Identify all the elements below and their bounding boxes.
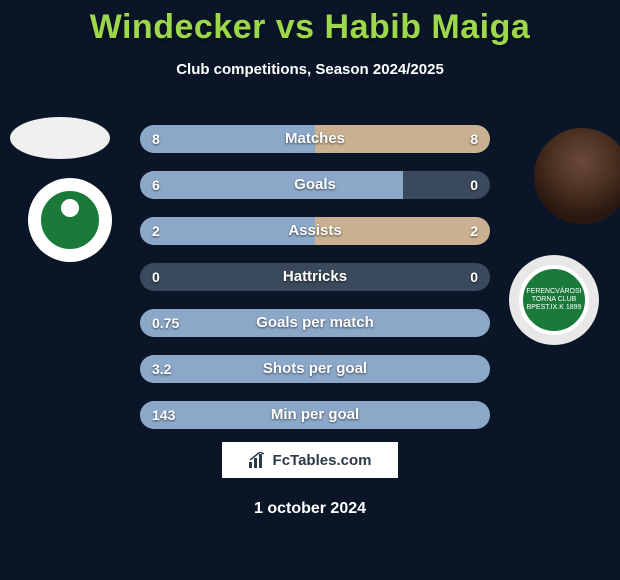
club-logo-left-inner <box>38 188 102 252</box>
stat-row: Hattricks0 0 <box>140 263 490 291</box>
stat-row: Matches8 8 <box>140 125 490 153</box>
stat-value-right: 2 <box>470 217 478 245</box>
club-logo-right: FERENCVÁROSI TORNA CLUB BPEST.IX.K 1899 <box>509 255 599 345</box>
club-logo-right-inner: FERENCVÁROSI TORNA CLUB BPEST.IX.K 1899 <box>519 265 589 335</box>
footer-brand: FcTables.com <box>222 442 398 478</box>
stat-value-left: 8 <box>152 125 160 153</box>
stat-value-left: 3.2 <box>152 355 171 383</box>
stat-value-left: 6 <box>152 171 160 199</box>
stat-label: Matches <box>140 125 490 153</box>
club-logo-right-text: FERENCVÁROSI TORNA CLUB BPEST.IX.K 1899 <box>523 288 585 311</box>
comparison-chart: Matches88Goals60Assists22Hattricks00Goal… <box>140 125 490 447</box>
stat-value-left: 2 <box>152 217 160 245</box>
stat-label: Goals per match <box>140 309 490 337</box>
stat-label: Min per goal <box>140 401 490 429</box>
subtitle: Club competitions, Season 2024/2025 <box>0 61 620 78</box>
stat-value-left: 0 <box>152 263 160 291</box>
stat-row: Goals6 0 <box>140 171 490 199</box>
stat-label: Shots per goal <box>140 355 490 383</box>
stat-label: Assists <box>140 217 490 245</box>
stat-row: Shots per goal3.2 <box>140 355 490 383</box>
stat-row: Goals per match0.75 <box>140 309 490 337</box>
stat-value-left: 143 <box>152 401 175 429</box>
stat-value-right: 8 <box>470 125 478 153</box>
stat-value-left: 0.75 <box>152 309 179 337</box>
stat-row: Assists2 2 <box>140 217 490 245</box>
stat-label: Hattricks <box>140 263 490 291</box>
stat-label: Goals <box>140 171 490 199</box>
footer-date: 1 october 2024 <box>0 500 620 518</box>
footer-brand-text: FcTables.com <box>273 452 372 469</box>
chart-icon <box>249 452 267 468</box>
page-title: Windecker vs Habib Maiga <box>0 0 620 47</box>
player-photo-left <box>10 117 110 159</box>
stat-value-right: 0 <box>470 263 478 291</box>
stat-row: Min per goal143 <box>140 401 490 429</box>
club-logo-left <box>28 178 112 262</box>
stat-value-right: 0 <box>470 171 478 199</box>
player-photo-right <box>534 128 620 224</box>
